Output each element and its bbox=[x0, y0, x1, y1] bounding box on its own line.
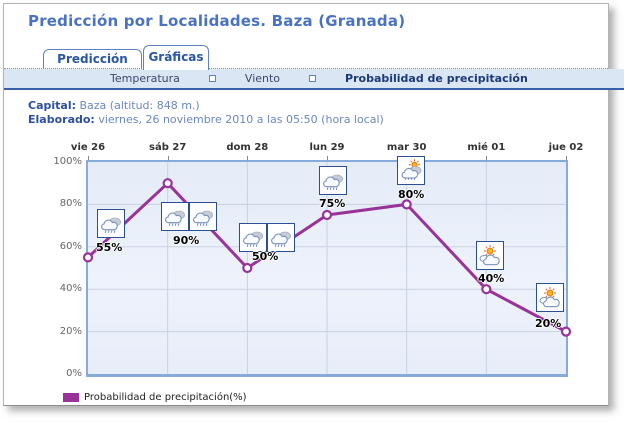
cloud-rain-icon bbox=[161, 202, 189, 231]
sun-cloud-icon bbox=[476, 241, 504, 270]
point-value-label: 90% bbox=[173, 234, 200, 247]
cloud-rain-icon bbox=[319, 166, 347, 195]
page-title: Predicción por Localidades. Baza (Granad… bbox=[28, 12, 406, 30]
data-point-marker bbox=[242, 262, 253, 274]
tab-divider bbox=[4, 68, 608, 69]
point-value-label: 40% bbox=[478, 272, 505, 285]
day-label: mié 01 bbox=[467, 142, 506, 153]
subnav-item-precipitacion[interactable]: Probabilidad de precipitación bbox=[345, 72, 528, 85]
axis-tick-icon bbox=[247, 156, 249, 160]
sun-cloud-icon bbox=[536, 283, 564, 312]
chart-legend: Probabilidad de precipitación(%) bbox=[63, 392, 247, 403]
location-info: Capital: Baza (altitud: 848 m.) Elaborad… bbox=[28, 99, 384, 127]
legend-swatch bbox=[63, 393, 79, 402]
y-axis-label: 60% bbox=[59, 240, 82, 252]
point-value-label: 55% bbox=[96, 241, 123, 254]
tab-graficas[interactable]: Gráficas bbox=[143, 45, 209, 70]
day-label: dom 28 bbox=[226, 142, 269, 153]
elaborado-label: Elaborado: bbox=[28, 113, 95, 126]
day-label: sáb 27 bbox=[149, 142, 187, 153]
point-value-label: 80% bbox=[398, 188, 425, 201]
y-axis-label: 0% bbox=[66, 368, 82, 379]
content-card: Predicción por Localidades. Baza (Granad… bbox=[3, 3, 624, 407]
cloud-rain-icon bbox=[267, 223, 295, 252]
precipitation-chart: vie 26 sáb 27 dom 28 lun 29 mar 30 mié 01 jue … bbox=[4, 4, 610, 407]
axis-tick-icon bbox=[566, 156, 567, 160]
subnav-item-viento[interactable]: Viento bbox=[244, 72, 281, 85]
point-value-label: 75% bbox=[319, 197, 346, 210]
data-point-marker bbox=[560, 326, 572, 337]
bullet-square-icon bbox=[309, 75, 317, 82]
axis-tick-icon bbox=[486, 156, 488, 160]
capital-label: Capital: bbox=[28, 99, 76, 112]
data-point-marker bbox=[162, 178, 173, 189]
day-label: vie 26 bbox=[70, 142, 106, 153]
sun-cloud-rain-icon bbox=[397, 156, 425, 185]
cloud-rain-icon bbox=[97, 209, 125, 238]
axis-tick-icon bbox=[167, 156, 169, 160]
day-label: lun 29 bbox=[309, 142, 345, 153]
axis-tick-icon bbox=[327, 156, 328, 160]
data-point-marker bbox=[82, 252, 94, 263]
tab-prediccion[interactable]: Predicción bbox=[43, 49, 142, 69]
cloud-rain-icon bbox=[189, 202, 217, 231]
capital-value: Baza (altitud: 848 m.) bbox=[79, 99, 200, 112]
capital-line: Capital: Baza (altitud: 848 m.) bbox=[28, 99, 384, 113]
cloud-rain-icon bbox=[239, 223, 267, 252]
y-axis-label: 100% bbox=[53, 156, 82, 167]
data-point-marker bbox=[401, 199, 412, 210]
y-axis-label: 20% bbox=[59, 325, 82, 337]
subnav-item-temperatura[interactable]: Temperatura bbox=[110, 72, 180, 85]
y-axis-label: 80% bbox=[59, 198, 82, 210]
elaborado-line: Elaborado: viernes, 26 noviembre 2010 a … bbox=[28, 113, 384, 127]
data-point-marker bbox=[321, 209, 333, 221]
axis-tick-icon bbox=[88, 156, 89, 160]
data-point-marker bbox=[481, 284, 492, 295]
day-label: jue 02 bbox=[548, 142, 584, 153]
day-label: mar 30 bbox=[386, 142, 427, 153]
graph-type-bar: Temperatura Viento Probabilidad de preci… bbox=[4, 69, 624, 90]
legend-label: Probabilidad de precipitación(%) bbox=[84, 392, 247, 403]
elaborado-value: viernes, 26 noviembre 2010 a las 05:50 (… bbox=[98, 113, 384, 126]
point-value-label: 50% bbox=[252, 250, 279, 263]
point-value-label: 20% bbox=[535, 317, 562, 330]
bullet-square-icon bbox=[208, 75, 216, 82]
y-axis-label: 40% bbox=[59, 283, 82, 295]
